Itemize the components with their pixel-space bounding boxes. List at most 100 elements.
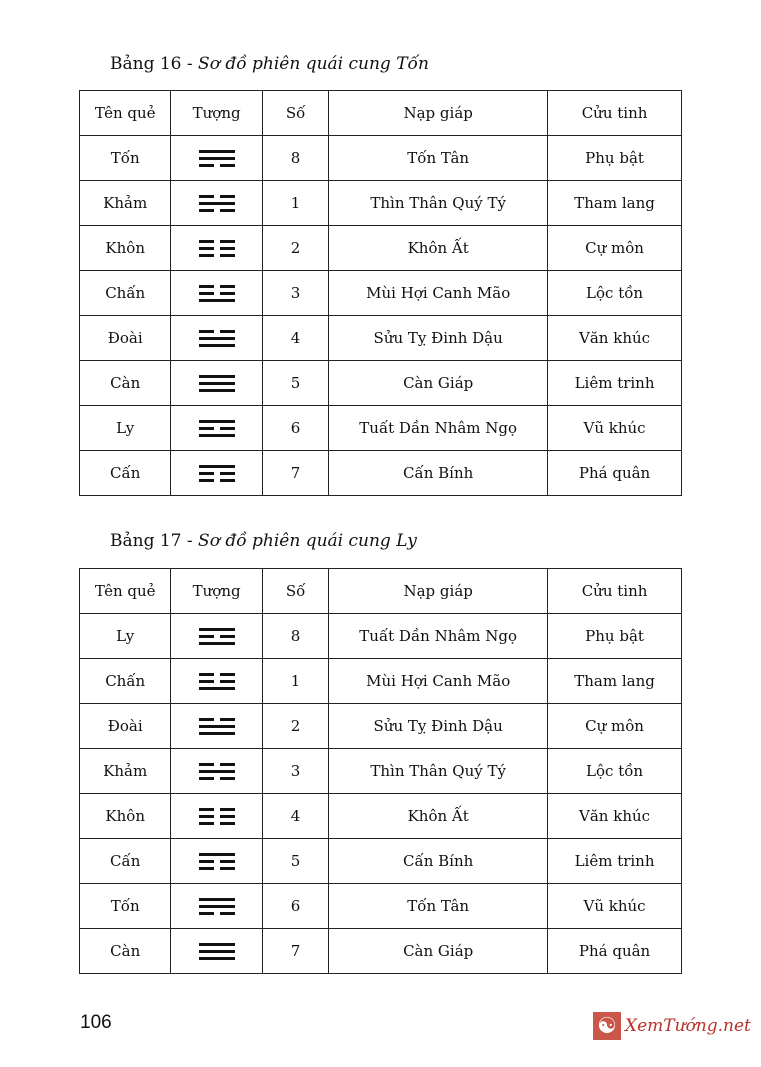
column-header: Tượng	[170, 568, 263, 614]
table-row: Càn 5 Càn Giáp Liêm trinh	[78, 360, 682, 406]
trigram-name: Tốn	[78, 135, 172, 181]
table-row: Đoài 4 Sửu Tỵ Đinh Dậu Văn khúc	[78, 315, 682, 361]
cuu-tinh: Cự môn	[547, 703, 682, 749]
nap-giap: Thìn Thân Quý Tý	[328, 180, 549, 226]
trigram-icon	[198, 191, 235, 216]
trigram-symbol	[170, 135, 263, 181]
trigram-symbol	[170, 883, 263, 929]
trigram-symbol	[170, 748, 263, 794]
trigram-symbol	[170, 928, 263, 974]
trigram-icon	[198, 281, 235, 306]
number: 3	[261, 748, 330, 794]
number: 4	[261, 793, 330, 839]
trigram-name: Chấn	[78, 658, 172, 704]
column-header: Cửu tinh	[547, 568, 682, 614]
nap-giap: Khôn Ất	[328, 793, 549, 839]
column-header: Tên quẻ	[78, 90, 172, 136]
trigram-icon	[198, 371, 235, 396]
watermark-logo: ☯ XemTướng.net	[593, 1012, 751, 1040]
caption-label: Bảng 17 -	[110, 531, 199, 551]
trigram-icon	[198, 624, 235, 649]
number: 7	[261, 450, 330, 496]
column-header: Số	[261, 90, 330, 136]
number: 3	[261, 270, 330, 316]
column-header: Cửu tinh	[547, 90, 682, 136]
page-number: 106	[80, 1012, 112, 1033]
nap-giap: Càn Giáp	[328, 928, 549, 974]
cuu-tinh: Lộc tồn	[547, 748, 682, 794]
nap-giap: Càn Giáp	[328, 360, 549, 406]
nap-giap: Khôn Ất	[328, 225, 549, 271]
cuu-tinh: Phụ bật	[547, 613, 682, 659]
table-caption: Bảng 17 - Sơ đồ phiên quái cung Ly	[110, 531, 417, 551]
number: 8	[261, 135, 330, 181]
cuu-tinh: Tham lang	[547, 658, 682, 704]
trigram-name: Khảm	[78, 180, 172, 226]
table-row: Càn 7 Càn Giáp Phá quân	[78, 928, 682, 974]
trigram-name: Chấn	[78, 270, 172, 316]
nap-giap: Tốn Tân	[328, 135, 549, 181]
watermark-text: XemTướng.net	[625, 1016, 751, 1036]
yin-yang-icon: ☯	[593, 1012, 621, 1040]
nap-giap: Mùi Hợi Canh Mão	[328, 658, 549, 704]
nap-giap: Tốn Tân	[328, 883, 549, 929]
trigram-icon	[198, 326, 235, 351]
number: 7	[261, 928, 330, 974]
trigram-symbol	[170, 360, 263, 406]
number: 1	[261, 180, 330, 226]
cuu-tinh: Liêm trinh	[547, 360, 682, 406]
trigram-icon	[198, 894, 235, 919]
trigram-name: Càn	[78, 360, 172, 406]
cuu-tinh: Vũ khúc	[547, 883, 682, 929]
trigram-name: Cấn	[78, 450, 172, 496]
trigram-symbol	[170, 180, 263, 226]
column-header: Nạp giáp	[328, 568, 549, 614]
trigram-icon	[198, 669, 235, 694]
trigram-name: Tốn	[78, 883, 172, 929]
trigram-symbol	[170, 838, 263, 884]
trigram-symbol	[170, 658, 263, 704]
number: 5	[261, 360, 330, 406]
number: 1	[261, 658, 330, 704]
trigram-name: Khảm	[78, 748, 172, 794]
trigram-symbol	[170, 405, 263, 451]
number: 2	[261, 225, 330, 271]
trigram-name: Cấn	[78, 838, 172, 884]
nap-giap: Sửu Tỵ Đinh Dậu	[328, 703, 549, 749]
trigram-icon	[198, 461, 235, 486]
trigram-symbol	[170, 793, 263, 839]
table-row: Khôn 2 Khôn Ất Cự môn	[78, 225, 682, 271]
trigram-name: Càn	[78, 928, 172, 974]
table-row: Cấn 5 Cấn Bính Liêm trinh	[78, 838, 682, 884]
trigram-symbol	[170, 613, 263, 659]
trigram-name: Ly	[78, 405, 172, 451]
nap-giap: Mùi Hợi Canh Mão	[328, 270, 549, 316]
trigram-name: Khôn	[78, 225, 172, 271]
nap-giap: Cấn Bính	[328, 450, 549, 496]
trigram-icon	[198, 416, 235, 441]
table-16: Tên quẻ Tượng Số Nạp giáp Cửu tinh Tốn 8 Tốn…	[78, 90, 682, 496]
trigram-icon	[198, 146, 235, 171]
cuu-tinh: Văn khúc	[547, 315, 682, 361]
nap-giap: Thìn Thân Quý Tý	[328, 748, 549, 794]
table-row: Chấn 1 Mùi Hợi Canh Mão Tham lang	[78, 658, 682, 704]
table-row: Khôn 4 Khôn Ất Văn khúc	[78, 793, 682, 839]
trigram-icon	[198, 939, 235, 964]
trigram-icon	[198, 714, 235, 739]
trigram-icon	[198, 236, 235, 261]
number: 5	[261, 838, 330, 884]
column-header: Số	[261, 568, 330, 614]
table-row: Đoài 2 Sửu Tỵ Đinh Dậu Cự môn	[78, 703, 682, 749]
number: 6	[261, 883, 330, 929]
table-row: Tốn 6 Tốn Tân Vũ khúc	[78, 883, 682, 929]
cuu-tinh: Văn khúc	[547, 793, 682, 839]
table-caption: Bảng 16 - Sơ đồ phiên quái cung Tốn	[110, 54, 429, 74]
table-row: Tốn 8 Tốn Tân Phụ bật	[78, 135, 682, 181]
nap-giap: Cấn Bính	[328, 838, 549, 884]
cuu-tinh: Cự môn	[547, 225, 682, 271]
table-row: Ly 6 Tuất Dần Nhâm Ngọ Vũ khúc	[78, 405, 682, 451]
table-row: Ly 8 Tuất Dần Nhâm Ngọ Phụ bật	[78, 613, 682, 659]
column-header: Nạp giáp	[328, 90, 549, 136]
number: 6	[261, 405, 330, 451]
number: 8	[261, 613, 330, 659]
